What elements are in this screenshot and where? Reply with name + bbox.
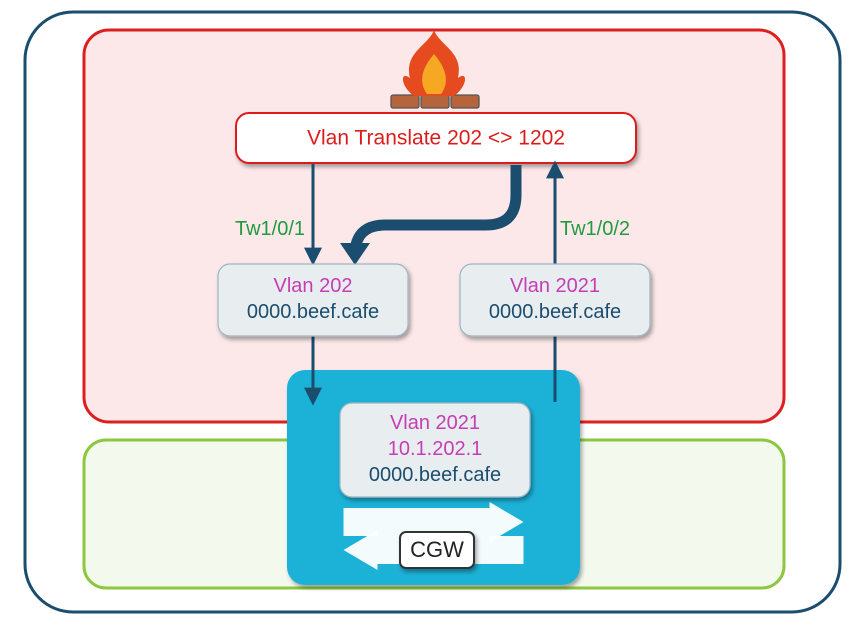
vlan-box-left-line2: 0000.beef.cafe <box>247 301 379 323</box>
cgw-label: CGW <box>410 537 464 562</box>
vlan-box-bottom-line3: 0000.beef.cafe <box>369 464 501 486</box>
vlan-box-bottom-line1: Vlan 2021 <box>390 412 480 434</box>
diagram-root: Vlan Translate 202 <> 1202 Tw1/0/1 Tw1/0… <box>0 0 865 632</box>
vlan-box-bottom: Vlan 2021 10.1.202.1 0000.beef.cafe <box>340 403 530 497</box>
vlan-translate-box: Vlan Translate 202 <> 1202 <box>236 113 636 163</box>
vlan-box-right-line1: Vlan 2021 <box>510 275 600 297</box>
port-label-right: Tw1/0/2 <box>560 218 630 240</box>
vlan-box-right: Vlan 2021 0000.beef.cafe <box>460 264 650 336</box>
cgw-box: CGW <box>400 532 474 568</box>
vlan-box-left: Vlan 202 0000.beef.cafe <box>218 264 408 336</box>
vlan-box-bottom-line2: 10.1.202.1 <box>388 438 483 460</box>
vlan-translate-label: Vlan Translate 202 <> 1202 <box>307 127 565 150</box>
port-label-left: Tw1/0/1 <box>235 218 305 240</box>
vlan-box-right-line2: 0000.beef.cafe <box>489 301 621 323</box>
vlan-box-left-line1: Vlan 202 <box>274 275 353 297</box>
